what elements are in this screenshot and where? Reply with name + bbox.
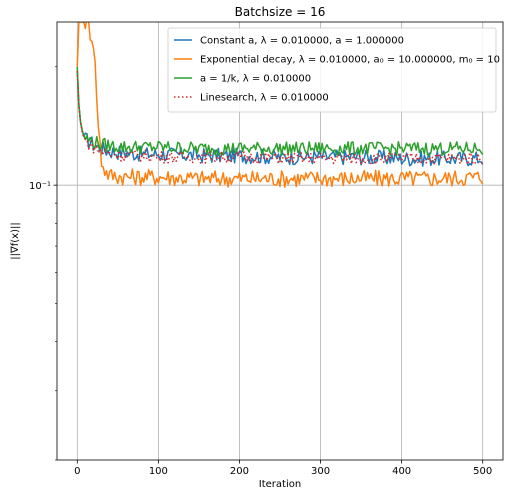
series-layer [76, 22, 484, 188]
legend-label: Exponential decay, λ = 0.010000, a₀ = 10… [200, 55, 500, 66]
x-tick-label: 0 [74, 466, 80, 477]
plot-frame [56, 21, 504, 461]
legend-box [167, 27, 497, 113]
series-line-3 [76, 66, 484, 157]
chart-title: Batchsize = 16 [235, 5, 326, 19]
legend-label: Linesearch, λ = 0.010000 [200, 93, 329, 104]
series-line-4 [76, 71, 484, 166]
x-tick-label: 300 [311, 466, 330, 477]
x-axis-ticks: 0 100 200 300 400 500 [74, 460, 492, 477]
y-tick-label: 10⁻¹ [29, 181, 51, 192]
y-axis-ticks: 10⁻¹ [29, 66, 57, 461]
series-line-2 [76, 22, 484, 188]
x-tick-label: 200 [230, 466, 249, 477]
x-tick-label: 400 [392, 466, 411, 477]
series-line-1 [76, 71, 484, 167]
y-axis-label: ||∇f(x)|| [10, 222, 21, 259]
legend-label: Constant a, λ = 0.010000, a = 1.000000 [200, 36, 404, 47]
x-tick-label: 100 [149, 466, 168, 477]
legend: Constant a, λ = 0.010000, a = 1.000000 Ex… [167, 27, 500, 113]
legend-label: a = 1/k, λ = 0.010000 [200, 74, 311, 85]
x-tick-label: 500 [473, 466, 492, 477]
x-axis-label: Iteration [259, 479, 301, 490]
